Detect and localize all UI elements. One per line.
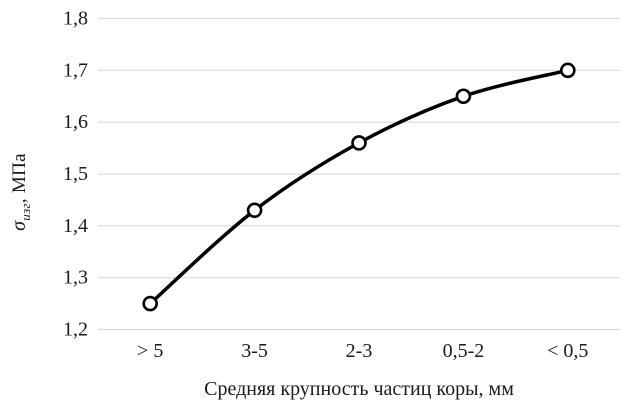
y-tick-label: 1,3 <box>63 267 88 289</box>
x-tick-label: < 0,5 <box>547 340 588 362</box>
y-tick-label: 1,8 <box>63 8 88 30</box>
y-axis-units: , МПа <box>9 153 31 204</box>
data-point-marker <box>351 135 367 151</box>
y-tick-label: 1,5 <box>63 163 88 185</box>
x-tick-label: 3-5 <box>241 340 268 362</box>
x-axis-title: Средняя крупность частиц коры, мм <box>204 378 514 400</box>
data-point-marker <box>559 62 576 79</box>
x-tick-label: > 5 <box>137 340 163 362</box>
x-tick-label: 2-3 <box>346 340 373 362</box>
y-axis-subscript: изг <box>17 203 33 221</box>
data-point-marker <box>246 202 263 219</box>
data-point-marker <box>142 295 158 312</box>
sigma-symbol: σ <box>8 220 31 231</box>
y-axis-title: σизг, МПа <box>8 153 34 231</box>
y-tick-label: 1,7 <box>63 59 88 81</box>
data-point-marker <box>455 88 472 105</box>
data-line <box>148 68 570 306</box>
y-tick-label: 1,2 <box>63 319 88 341</box>
y-tick-label: 1,6 <box>63 111 88 133</box>
x-tick-label: 0,5-2 <box>443 340 485 362</box>
y-tick-label: 1,4 <box>63 215 88 237</box>
